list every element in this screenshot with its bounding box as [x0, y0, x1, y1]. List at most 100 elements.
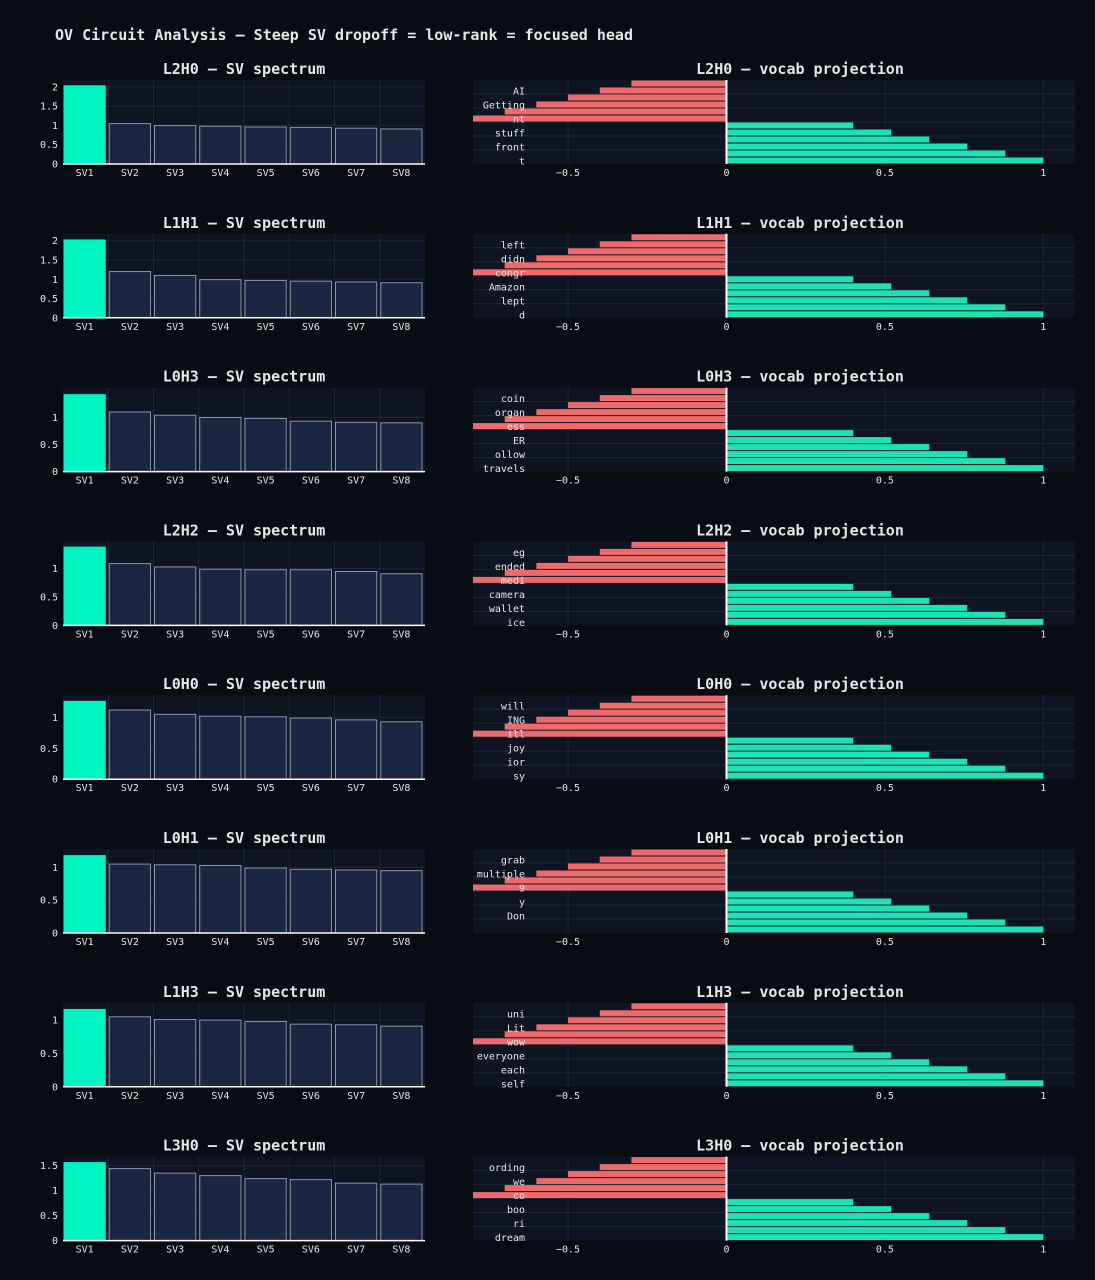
x-tick-label: SV3 [166, 629, 184, 640]
sv-bar [335, 281, 378, 319]
sv-bar [380, 1183, 423, 1242]
x-tick-label: SV1 [76, 937, 94, 948]
x-tick-label: SV5 [257, 168, 275, 179]
negative-token-bar [599, 702, 727, 709]
token-label: self [501, 1079, 525, 1090]
x-tick-label: SV4 [211, 168, 229, 179]
negative-token-bar [536, 255, 727, 262]
token-label: coin [501, 394, 525, 405]
x-tick-label: SV8 [392, 629, 410, 640]
sv-bar [63, 1162, 106, 1242]
negative-token-bar [536, 1178, 727, 1185]
token-label: organ [495, 408, 525, 419]
positive-token-bar [726, 583, 854, 590]
x-tick-label: SV8 [392, 476, 410, 487]
x-tick-label: 0.5 [876, 629, 894, 640]
y-tick-label: 0.5 [40, 896, 58, 907]
negative-token-bar [599, 87, 727, 94]
x-tick-label: SV4 [211, 937, 229, 948]
x-tick-label: SV4 [211, 322, 229, 333]
y-tick-label: 0.5 [40, 1211, 58, 1222]
positive-token-bar [726, 1059, 930, 1066]
positive-token-bar [726, 297, 968, 304]
x-tick-label: −0.5 [556, 322, 580, 333]
x-tick-label: −0.5 [556, 629, 580, 640]
positive-token-bar [726, 772, 1044, 779]
negative-token-bar [568, 555, 727, 562]
token-label: 9 [519, 884, 525, 895]
x-tick-label: −0.5 [556, 937, 580, 948]
x-tick-label: 0 [723, 476, 729, 487]
x-tick-label: SV1 [76, 168, 94, 179]
vocab-projection-chart: −0.5 0 0.5 1 grab multiple 9 y Don L0H1 — vocab p… [473, 829, 1075, 948]
token-label: camera [489, 590, 525, 601]
sv-bar [335, 869, 378, 934]
x-tick-label: SV1 [76, 1245, 94, 1256]
y-tick-label: 1.5 [40, 102, 58, 113]
negative-token-bar [599, 856, 727, 863]
sv-bar [335, 421, 378, 473]
x-tick-label: SV2 [121, 1245, 139, 1256]
x-tick-label: 1 [1040, 476, 1046, 487]
sv-spectrum-chart: 0 0.5 1 SV1 SV2 SV3 SV4 SV5 SV6 SV7 SV8 L1H3 — SV s… [40, 983, 425, 1102]
positive-token-bar [726, 136, 930, 143]
y-tick-label: 0.5 [40, 440, 58, 451]
positive-token-bar [726, 1227, 1006, 1234]
vocab-projection-chart: −0.5 0 0.5 1 left didn congr Amazon lept d L1H1 — … [473, 214, 1075, 333]
positive-token-bar [726, 437, 892, 444]
x-tick-label: SV8 [392, 1245, 410, 1256]
sv-bar [108, 563, 151, 626]
chart-title: L0H1 — vocab projection [696, 829, 904, 847]
token-label: each [501, 1065, 525, 1076]
negative-token-bar [568, 709, 727, 716]
positive-token-bar [726, 898, 892, 905]
x-tick-label: SV7 [347, 937, 365, 948]
positive-token-bar [726, 1234, 1044, 1241]
vocab-projection-chart: −0.5 0 0.5 1 coin organ ess ER ollow travels L0H3 … [473, 368, 1075, 487]
negative-token-bar [599, 548, 727, 555]
vocab-projection-chart: −0.5 0 0.5 1 AI Getting nt stuff front t L2H0 — vo… [473, 60, 1075, 179]
sv-bar [289, 1179, 332, 1242]
y-tick-label: 0.5 [40, 744, 58, 755]
x-tick-label: 0.5 [876, 1245, 894, 1256]
sv-bar [108, 271, 151, 319]
sv-bar [108, 709, 151, 780]
negative-token-bar [504, 1031, 727, 1038]
x-tick-label: SV1 [76, 1091, 94, 1102]
positive-token-bar [726, 758, 968, 765]
token-label: t [519, 157, 525, 168]
x-tick-label: SV8 [392, 937, 410, 948]
chart-title: L1H3 — vocab projection [696, 983, 904, 1001]
sv-bar [289, 717, 332, 780]
token-label: travels [483, 464, 525, 475]
positive-token-bar [726, 744, 892, 751]
sv-spectrum-chart: 0 0.5 1 1.5 2 SV1 SV2 SV3 SV4 SV5 SV6 SV7 SV8 L1H1 — … [40, 214, 425, 333]
sv-spectrum-chart: 0 0.5 1 1.5 2 SV1 SV2 SV3 SV4 SV5 SV6 SV7 SV8 L2H0 — … [40, 60, 425, 179]
negative-token-bar [536, 101, 727, 108]
x-tick-label: 0 [723, 629, 729, 640]
x-tick-label: SV1 [76, 322, 94, 333]
sv-bar [380, 870, 423, 934]
sv-bar [199, 125, 242, 165]
token-label: d [519, 310, 525, 321]
negative-token-bar [473, 115, 727, 122]
positive-token-bar [726, 1220, 968, 1227]
token-label: Don [507, 912, 525, 923]
y-tick-label: 2 [52, 82, 58, 93]
positive-token-bar [726, 590, 892, 597]
token-label: Getting [483, 101, 525, 112]
negative-token-bar [473, 269, 727, 276]
y-tick-label: 0 [52, 160, 58, 171]
token-label: congr [495, 268, 525, 279]
positive-token-bar [726, 737, 854, 744]
y-tick-label: 1 [52, 413, 58, 424]
x-tick-label: SV4 [211, 1245, 229, 1256]
positive-token-bar [726, 919, 1006, 926]
positive-token-bar [726, 926, 1044, 933]
positive-token-bar [726, 905, 930, 912]
negative-token-bar [473, 423, 727, 430]
x-tick-label: SV3 [166, 937, 184, 948]
x-tick-label: SV6 [302, 168, 320, 179]
y-tick-label: 0.5 [40, 593, 58, 604]
